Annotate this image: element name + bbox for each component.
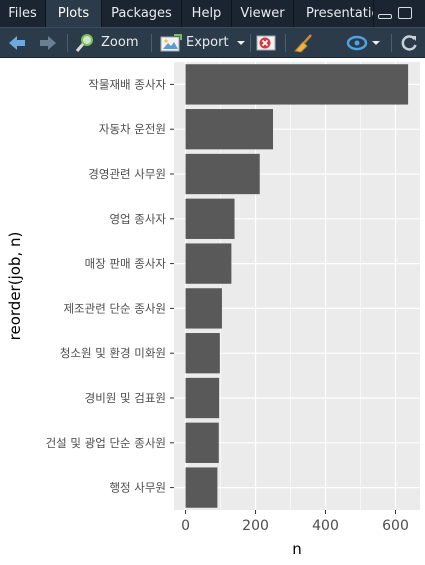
bar	[185, 64, 409, 105]
toolbar-divider	[250, 34, 251, 52]
plots-toolbar: Zoom Export	[0, 27, 425, 58]
y-tick-label: 작물재배 종사자	[88, 77, 166, 91]
refresh-button[interactable]	[400, 28, 418, 57]
tab-presentation[interactable]: Presentation	[294, 0, 374, 27]
chevron-down-icon	[372, 40, 380, 45]
toolbar-divider	[285, 34, 286, 52]
y-tick-label: 청소원 및 환경 미화원	[60, 346, 166, 360]
y-tick-label: 경영관련 사무원	[88, 167, 166, 181]
toolbar-divider	[67, 34, 68, 52]
y-tick-label: 매장 판매 종사자	[85, 257, 167, 271]
bar	[185, 198, 235, 239]
magnifier-icon	[75, 33, 93, 52]
x-tick-label: 600	[382, 518, 409, 534]
remove-plot-button[interactable]	[255, 28, 277, 57]
export-image-icon	[160, 33, 182, 51]
publish-button[interactable]	[346, 28, 382, 57]
bar	[185, 422, 219, 463]
x-tick-label: 400	[312, 518, 339, 534]
export-label: Export	[186, 35, 229, 50]
toolbar-divider	[391, 34, 392, 52]
bar	[185, 288, 222, 329]
bar	[185, 109, 274, 150]
bar	[185, 377, 220, 419]
tab-packages[interactable]: Packages	[102, 0, 182, 27]
x-tick-label: 0	[181, 518, 190, 534]
forward-arrow-icon[interactable]	[38, 28, 58, 57]
bar	[185, 153, 260, 195]
zoom-button[interactable]: Zoom	[75, 28, 138, 57]
y-tick-label: 행정 사무원	[109, 481, 166, 495]
remove-plot-icon	[256, 35, 276, 50]
minimize-pane-icon[interactable]	[378, 14, 392, 19]
y-tick-label: 건설 및 광업 단순 종사원	[46, 436, 166, 450]
broom-icon	[294, 33, 312, 53]
tab-files[interactable]: Files	[0, 0, 46, 27]
tab-viewer[interactable]: Viewer	[232, 0, 294, 27]
y-tick-label: 영업 종사자	[109, 212, 166, 226]
tab-plots[interactable]: Plots	[46, 0, 102, 27]
bar	[185, 333, 220, 374]
bar	[185, 243, 232, 284]
y-axis-title: reorder(job, n)	[6, 232, 24, 341]
toolbar-divider	[151, 34, 152, 52]
bar	[185, 467, 218, 508]
clear-all-plots-button[interactable]	[294, 28, 314, 57]
maximize-pane-icon[interactable]	[398, 7, 412, 19]
chevron-down-icon	[236, 40, 245, 45]
y-tick-label: 자동차 운전원	[99, 122, 166, 136]
tab-help[interactable]: Help	[182, 0, 232, 27]
pane-tab-bar: Files Plots Packages Help Viewer Present…	[0, 0, 425, 27]
x-tick-label: 200	[242, 518, 269, 534]
y-tick-label: 경비원 및 검표원	[85, 391, 166, 405]
back-arrow-icon[interactable]	[7, 28, 27, 57]
y-tick-label: 제조관련 단순 종사원	[63, 301, 166, 315]
zoom-label: Zoom	[101, 35, 139, 50]
export-button[interactable]: Export	[160, 28, 247, 57]
x-axis-title: n	[292, 540, 302, 558]
refresh-icon	[401, 34, 417, 51]
publish-icon	[346, 35, 368, 50]
